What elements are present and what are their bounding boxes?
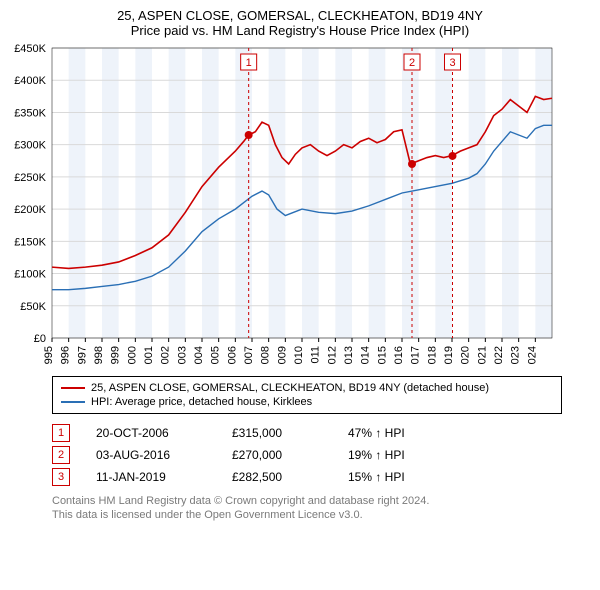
svg-text:2005: 2005 bbox=[210, 346, 222, 364]
legend-label-property: 25, ASPEN CLOSE, GOMERSAL, CLECKHEATON, … bbox=[91, 382, 489, 394]
svg-text:£200K: £200K bbox=[14, 204, 46, 216]
legend-item-hpi: HPI: Average price, detached house, Kirk… bbox=[61, 395, 553, 409]
sale-pct: 15% ↑ HPI bbox=[348, 470, 438, 484]
sale-date: 03-AUG-2016 bbox=[96, 448, 206, 462]
sale-price: £282,500 bbox=[232, 470, 322, 484]
sale-marker-chip: 1 bbox=[52, 424, 70, 442]
sale-price: £270,000 bbox=[232, 448, 322, 462]
svg-text:2010: 2010 bbox=[293, 346, 305, 364]
svg-text:2021: 2021 bbox=[476, 346, 488, 364]
svg-text:2018: 2018 bbox=[426, 346, 438, 364]
svg-text:2013: 2013 bbox=[343, 346, 355, 364]
svg-text:2011: 2011 bbox=[310, 346, 322, 364]
chart-title: 25, ASPEN CLOSE, GOMERSAL, CLECKHEATON, … bbox=[8, 8, 592, 38]
svg-text:2014: 2014 bbox=[360, 346, 372, 364]
svg-text:2001: 2001 bbox=[143, 346, 155, 364]
svg-text:1999: 1999 bbox=[110, 346, 122, 364]
legend-swatch-property bbox=[61, 387, 85, 389]
title-line-2: Price paid vs. HM Land Registry's House … bbox=[8, 23, 592, 38]
svg-text:1997: 1997 bbox=[76, 346, 88, 364]
chart-area: £0 £50K £100K £150K £200K £250K £300K £350K £400… bbox=[8, 44, 592, 364]
svg-text:2004: 2004 bbox=[193, 346, 205, 364]
legend-swatch-hpi bbox=[61, 401, 85, 403]
svg-text:£250K: £250K bbox=[14, 172, 46, 184]
svg-text:2024: 2024 bbox=[526, 346, 538, 364]
svg-text:2003: 2003 bbox=[176, 346, 188, 364]
svg-text:£450K: £450K bbox=[14, 44, 46, 55]
sale-date: 11-JAN-2019 bbox=[96, 470, 206, 484]
line-chart-svg: £0 £50K £100K £150K £200K £250K £300K £350K £400… bbox=[8, 44, 568, 364]
svg-text:2007: 2007 bbox=[243, 346, 255, 364]
svg-text:£50K: £50K bbox=[20, 301, 46, 313]
svg-text:£100K: £100K bbox=[14, 269, 46, 281]
svg-text:2019: 2019 bbox=[443, 346, 455, 364]
svg-text:2022: 2022 bbox=[493, 346, 505, 364]
svg-text:1: 1 bbox=[246, 57, 252, 69]
svg-text:£0: £0 bbox=[34, 333, 46, 345]
svg-text:£400K: £400K bbox=[14, 75, 46, 87]
attribution-line-2: This data is licensed under the Open Gov… bbox=[52, 508, 562, 522]
sale-pct: 19% ↑ HPI bbox=[348, 448, 438, 462]
svg-text:1996: 1996 bbox=[60, 346, 72, 364]
legend: 25, ASPEN CLOSE, GOMERSAL, CLECKHEATON, … bbox=[52, 376, 562, 414]
table-row: 1 20-OCT-2006 £315,000 47% ↑ HPI bbox=[52, 422, 562, 444]
svg-text:2017: 2017 bbox=[410, 346, 422, 364]
svg-text:2015: 2015 bbox=[376, 346, 388, 364]
svg-text:2020: 2020 bbox=[460, 346, 472, 364]
sale-price: £315,000 bbox=[232, 426, 322, 440]
svg-text:2: 2 bbox=[409, 57, 415, 69]
sale-marker-chip: 2 bbox=[52, 446, 70, 464]
legend-item-property: 25, ASPEN CLOSE, GOMERSAL, CLECKHEATON, … bbox=[61, 381, 553, 395]
svg-text:£350K: £350K bbox=[14, 107, 46, 119]
legend-label-hpi: HPI: Average price, detached house, Kirk… bbox=[91, 396, 312, 408]
svg-text:2000: 2000 bbox=[126, 346, 138, 364]
attribution-line-1: Contains HM Land Registry data © Crown c… bbox=[52, 494, 562, 508]
svg-text:2008: 2008 bbox=[260, 346, 272, 364]
table-row: 2 03-AUG-2016 £270,000 19% ↑ HPI bbox=[52, 444, 562, 466]
svg-text:2002: 2002 bbox=[160, 346, 172, 364]
sale-date: 20-OCT-2006 bbox=[96, 426, 206, 440]
sale-marker-chip: 3 bbox=[52, 468, 70, 486]
sale-pct: 47% ↑ HPI bbox=[348, 426, 438, 440]
svg-text:2006: 2006 bbox=[226, 346, 238, 364]
sales-table: 1 20-OCT-2006 £315,000 47% ↑ HPI 2 03-AU… bbox=[52, 422, 562, 488]
svg-text:2023: 2023 bbox=[510, 346, 522, 364]
svg-text:1995: 1995 bbox=[43, 346, 55, 364]
svg-text:2016: 2016 bbox=[393, 346, 405, 364]
table-row: 3 11-JAN-2019 £282,500 15% ↑ HPI bbox=[52, 466, 562, 488]
attribution: Contains HM Land Registry data © Crown c… bbox=[52, 494, 562, 523]
svg-text:2009: 2009 bbox=[276, 346, 288, 364]
svg-text:3: 3 bbox=[449, 57, 455, 69]
svg-text:2012: 2012 bbox=[326, 346, 338, 364]
title-line-1: 25, ASPEN CLOSE, GOMERSAL, CLECKHEATON, … bbox=[8, 8, 592, 23]
svg-text:£300K: £300K bbox=[14, 140, 46, 152]
svg-text:£150K: £150K bbox=[14, 236, 46, 248]
svg-text:1998: 1998 bbox=[93, 346, 105, 364]
